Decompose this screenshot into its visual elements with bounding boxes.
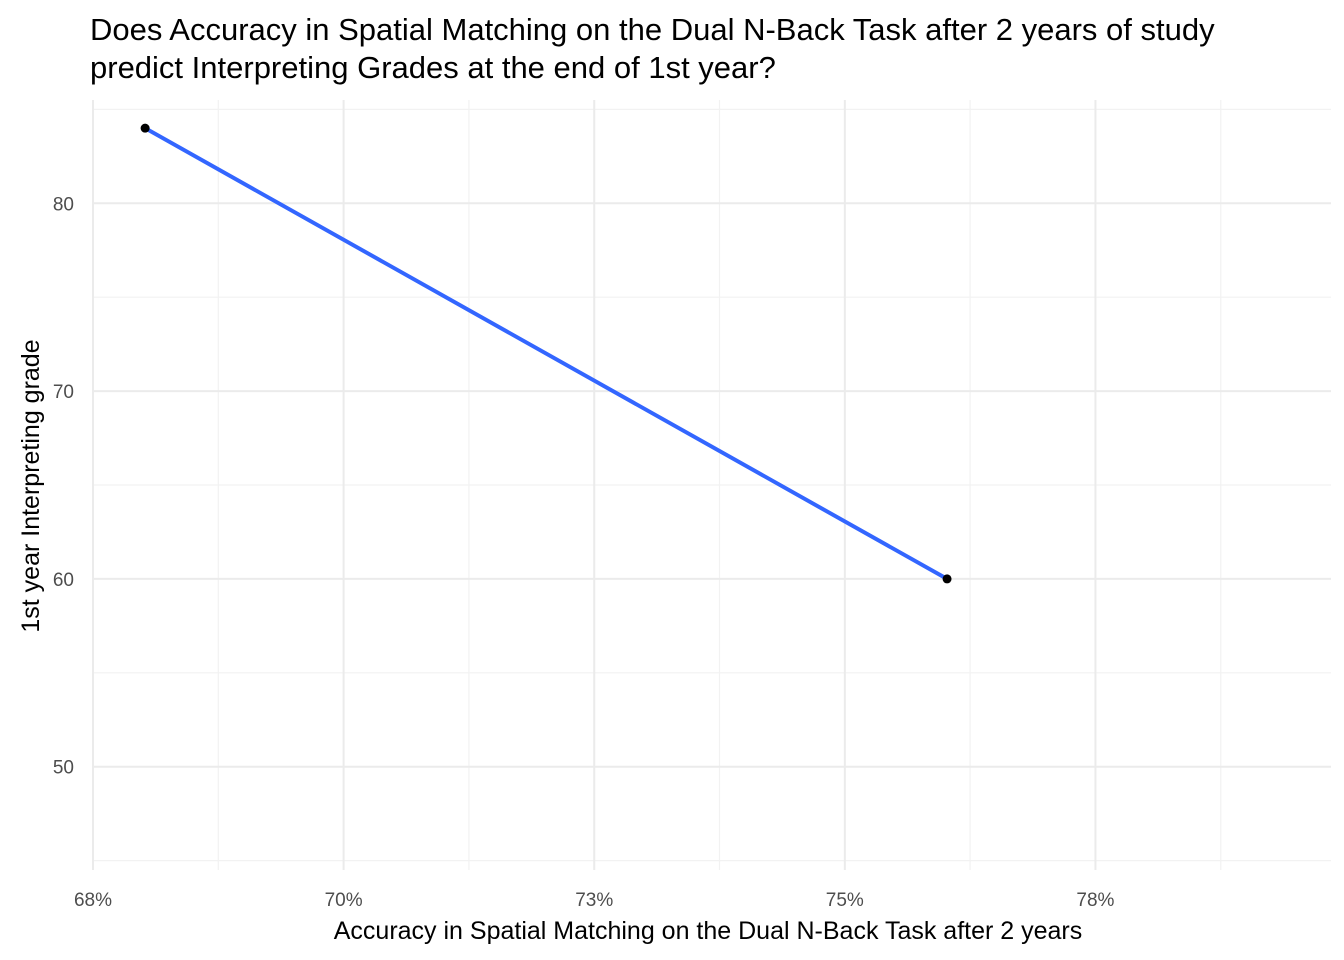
x-tick-label: 68%: [74, 890, 112, 911]
data-point: [942, 574, 952, 584]
data-points: [140, 123, 952, 584]
y-tick-label: 80: [53, 194, 74, 215]
chart-title-line-2: predict Interpreting Grades at the end o…: [90, 50, 776, 85]
y-axis-title: 1st year Interpreting grade: [17, 339, 45, 632]
y-tick-label: 70: [53, 382, 74, 403]
y-tick-labels: 50 60 70 80: [53, 194, 74, 778]
x-tick-label: 78%: [1076, 890, 1114, 911]
major-grid: [92, 100, 1331, 870]
y-tick-label: 60: [53, 570, 74, 591]
x-axis-title: Accuracy in Spatial Matching on the Dual…: [334, 917, 1083, 945]
y-tick-label: 50: [53, 758, 74, 779]
x-tick-labels: 68% 70% 73% 75% 78%: [74, 890, 1115, 911]
x-tick-label: 73%: [575, 890, 613, 911]
regression-line-group: [143, 126, 950, 581]
regression-line: [143, 126, 950, 581]
minor-grid: [93, 100, 1331, 870]
x-tick-label: 75%: [826, 890, 864, 911]
x-tick-label: 70%: [325, 890, 363, 911]
data-point: [140, 123, 150, 133]
chart-title-line-1: Does Accuracy in Spatial Matching on the…: [90, 12, 1215, 47]
